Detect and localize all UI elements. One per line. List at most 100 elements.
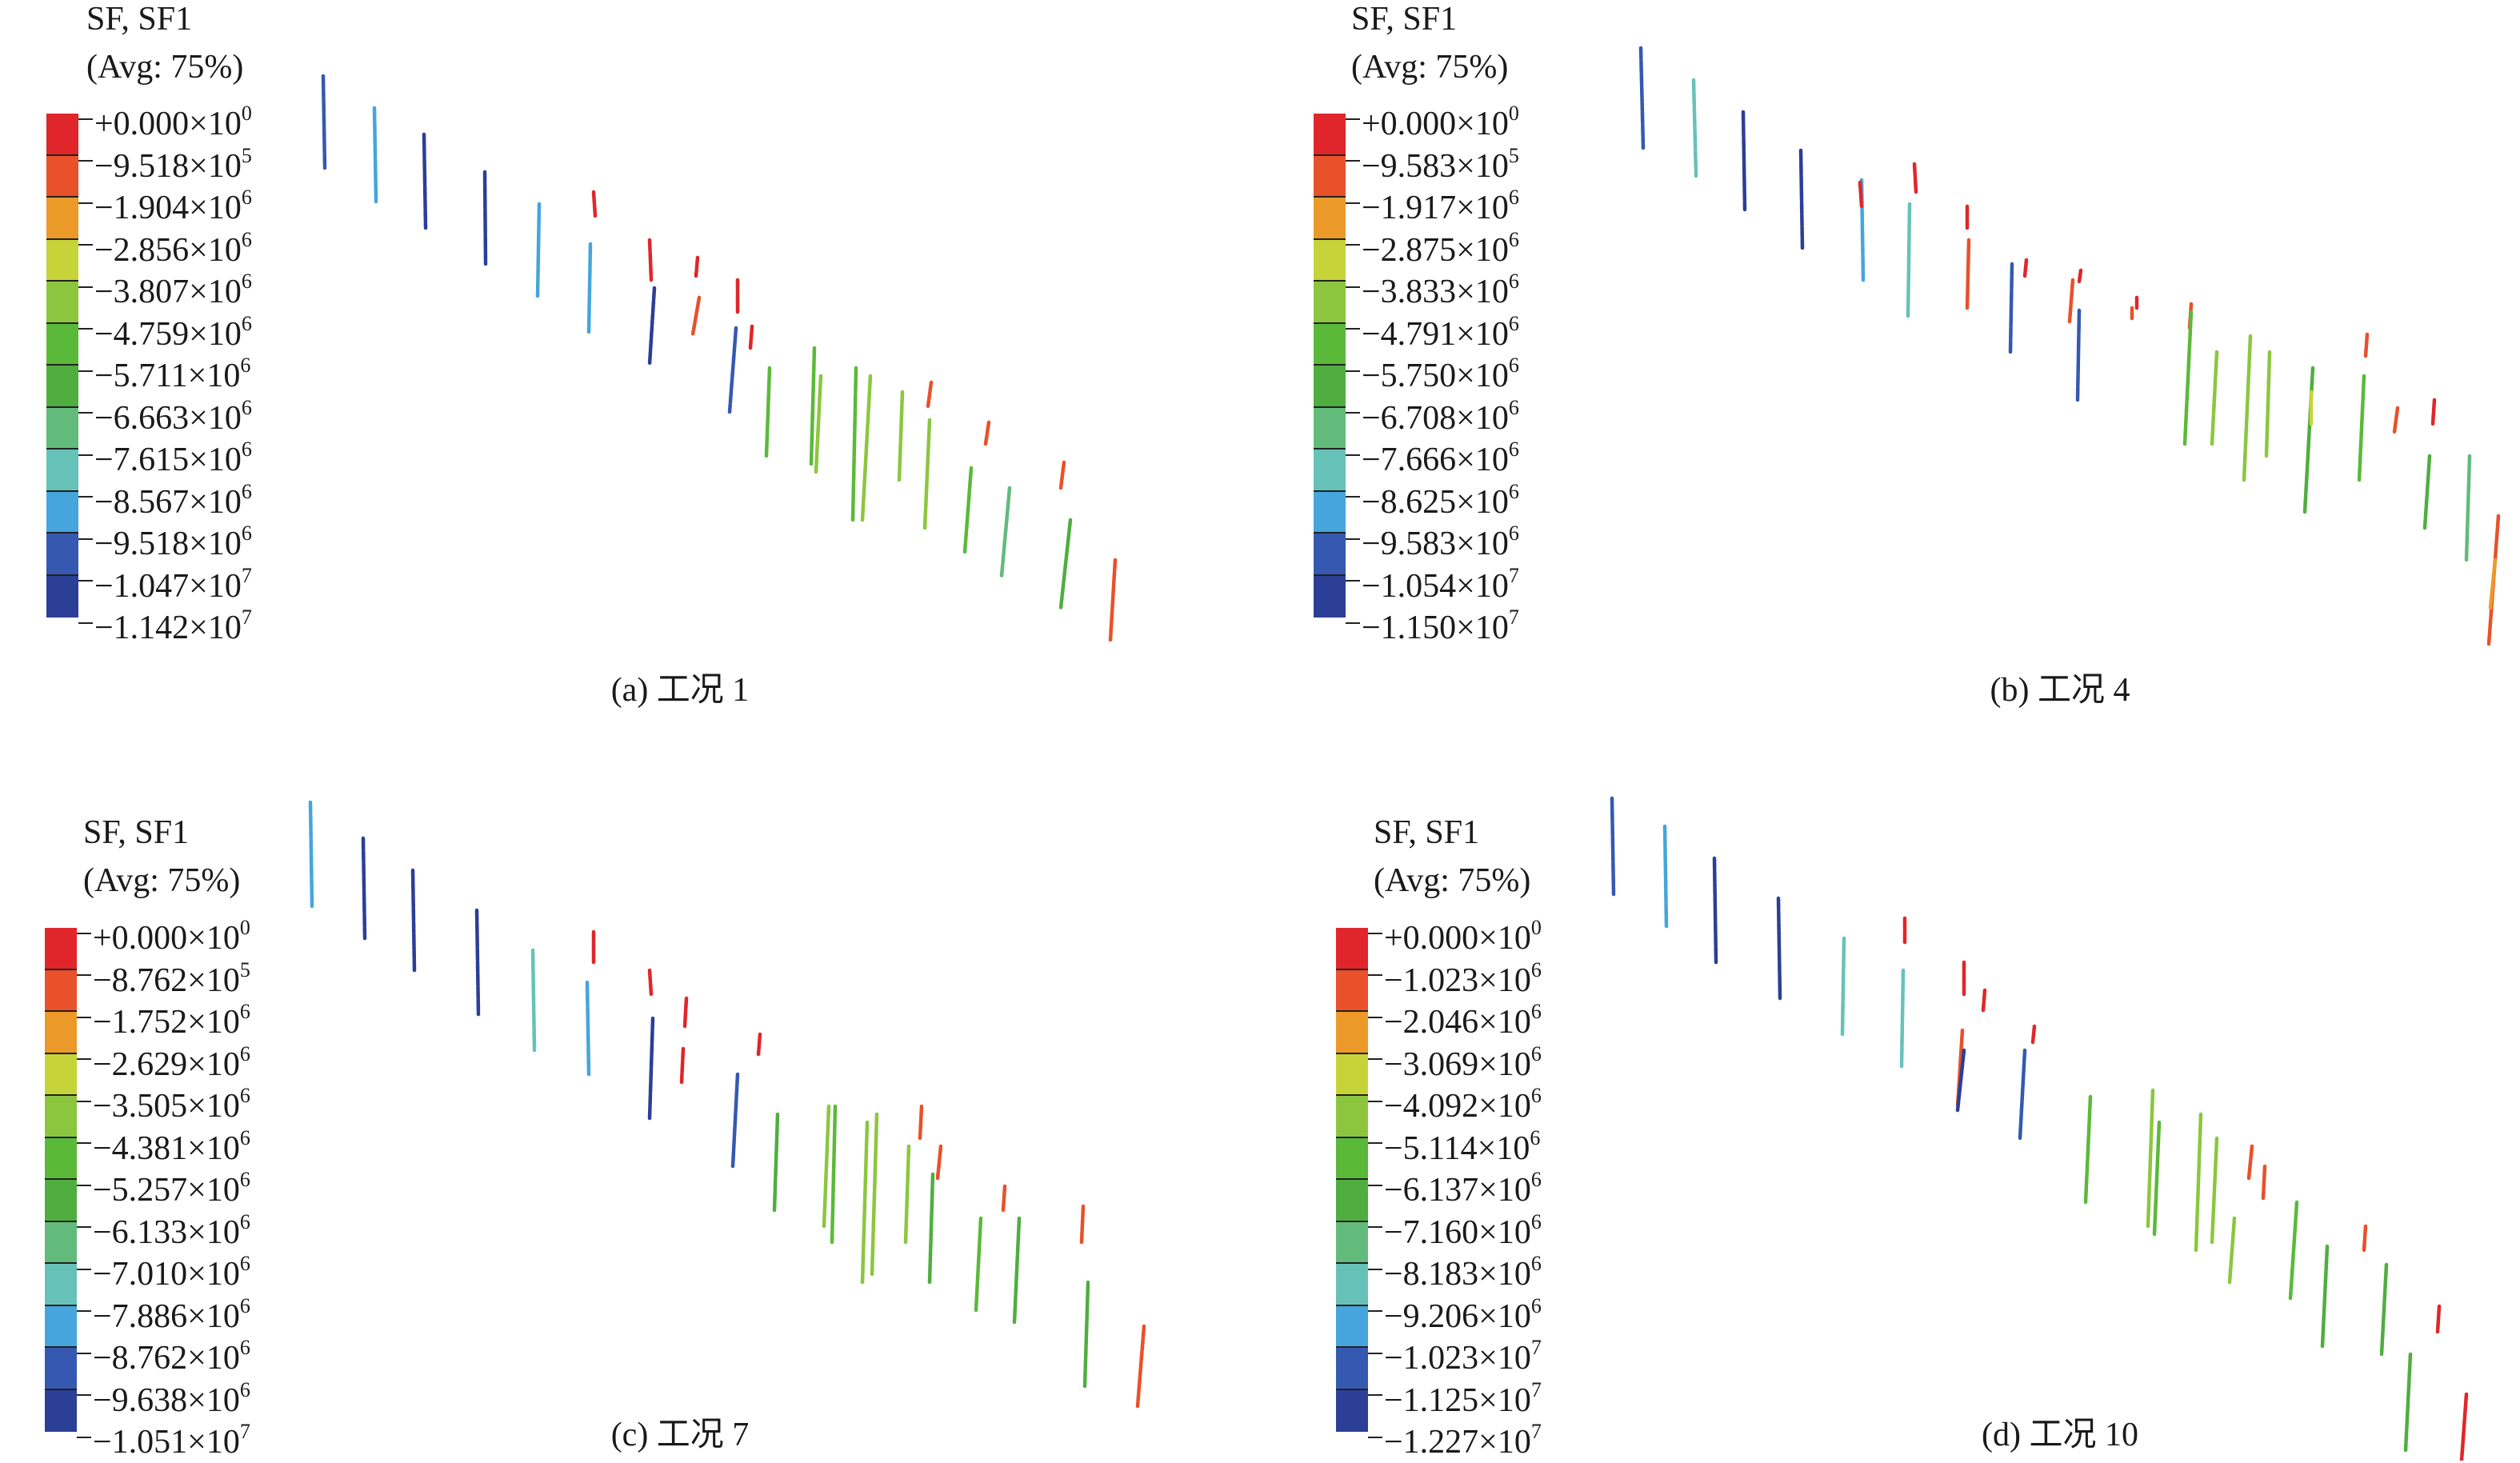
color-bar-tick: −1.917×106: [1346, 177, 1519, 226]
contour-panel-b: SF, SF1 (Avg: 75%) +0.000×100 −9.583×105−…: [1260, 0, 2520, 730]
color-bar-segment: [45, 1389, 77, 1432]
tick-mark: [1346, 412, 1360, 414]
tick-mark: [1346, 496, 1360, 498]
tick-label: −9.583×106: [1362, 522, 1519, 562]
tick-label: +0.000×100: [1362, 102, 1519, 142]
pile-element: [2403, 1352, 2413, 1453]
pile-element: [647, 238, 654, 282]
tick-mark: [78, 118, 93, 120]
color-bar-tick: −2.629×106: [77, 1033, 250, 1083]
color-bar-tick: −3.069×106: [1368, 1033, 1542, 1083]
color-bar: [46, 114, 78, 618]
tick-mark: [1368, 1352, 1382, 1354]
tick-label: +0.000×100: [1384, 916, 1542, 957]
pile-element: [647, 286, 657, 366]
tick-label: −9.518×106: [94, 522, 252, 562]
pile-element: [809, 346, 817, 466]
tick-mark: [78, 370, 93, 372]
tick-label: −1.054×107: [1362, 563, 1519, 605]
pile-element: [1610, 796, 1616, 897]
pile-element: [2435, 1304, 2442, 1334]
pile-element: [2030, 1024, 2037, 1045]
color-bar-segment: [1336, 1264, 1368, 1306]
color-bar-tick: −5.257×106: [77, 1159, 250, 1209]
pile-element: [482, 170, 488, 266]
color-bar-segment: [46, 239, 78, 282]
tick-mark: [1368, 1142, 1382, 1144]
tick-exponent: 6: [241, 522, 252, 545]
pile-element: [1079, 1204, 1086, 1245]
tick-exponent: 6: [1508, 227, 1519, 251]
tick-mark: [78, 286, 93, 288]
tick-mark: [78, 496, 93, 498]
pile-element: [535, 202, 542, 298]
color-bar-tick: −9.583×106: [1346, 513, 1519, 562]
pile-element: [2264, 350, 2272, 458]
panel-caption: (c) 工况 7: [610, 1417, 750, 1453]
panel-caption: (b) 工况 4: [1990, 672, 2130, 709]
pile-element: [2210, 350, 2219, 446]
pile-element: [1965, 238, 1971, 310]
tick-exponent: 7: [1508, 606, 1519, 629]
color-bar-tick: −1.227×107: [1368, 1411, 1542, 1461]
pile-element: [926, 380, 934, 409]
tick-mark: [1346, 538, 1360, 540]
tick-exponent: 6: [1508, 270, 1519, 293]
pile-element: [2227, 1216, 2237, 1285]
pile-element: [2077, 268, 2083, 284]
color-bar-tick: −1.054×107: [1346, 555, 1519, 605]
tick-label: −1.125×107: [1384, 1377, 1542, 1419]
pile-element: [830, 1104, 838, 1245]
tick-label: −3.069×106: [1384, 1041, 1542, 1083]
pile-element: [2210, 1136, 2219, 1245]
legend-title: SF, SF1 (Avg: 75%): [1351, 0, 1508, 91]
pile-element: [1798, 148, 1805, 250]
tick-exponent: 6: [239, 1209, 250, 1233]
color-bar-segment: [1314, 114, 1346, 156]
color-bar-segment: [1336, 1180, 1368, 1222]
tick-exponent: 0: [1530, 916, 1542, 939]
pile-element: [1858, 180, 1864, 209]
tick-label: −5.257×106: [93, 1168, 250, 1209]
tick-exponent: 6: [1530, 957, 1542, 981]
pile-element: [2357, 374, 2366, 482]
tick-mark: [78, 244, 93, 246]
color-bar-tick: −3.807×106: [78, 261, 252, 310]
color-bar-segment: [45, 1137, 77, 1180]
tick-mark: [1346, 622, 1360, 624]
legend-title: SF, SF1 (Avg: 75%): [1374, 809, 1530, 905]
pile-element: [1108, 558, 1118, 642]
tick-mark: [1346, 328, 1360, 330]
tick-exponent: 6: [241, 479, 252, 503]
color-bar-segment: [45, 1221, 77, 1264]
color-bar-segment: [1314, 282, 1346, 324]
pile-element: [922, 418, 932, 530]
legend-title: SF, SF1 (Avg: 75%): [86, 0, 243, 91]
pile-element: [927, 1172, 935, 1285]
tick-exponent: 6: [1530, 1000, 1542, 1023]
pile-element: [2194, 1112, 2203, 1253]
pile-element: [974, 1216, 983, 1313]
tick-mark: [1368, 1268, 1382, 1270]
pile-element: [918, 1104, 924, 1141]
color-bar-tick: −3.505×106: [77, 1075, 250, 1125]
color-bar-tick: −9.518×106: [78, 513, 252, 562]
color-bar-tick: −4.381×106: [77, 1117, 250, 1167]
tick-mark: [1346, 286, 1360, 288]
pile-element: [1741, 110, 1747, 212]
tick-exponent: 6: [239, 1252, 250, 1275]
color-bar-tick: −6.137×106: [1368, 1159, 1542, 1209]
pile-element: [850, 366, 858, 522]
tick-exponent: 7: [1508, 563, 1519, 587]
tick-mark: [1368, 1310, 1382, 1312]
pile-element: [690, 295, 702, 337]
tick-mark: [77, 1142, 91, 1144]
tick-label: −6.137×106: [1384, 1168, 1542, 1209]
pile-element: [2067, 278, 2075, 324]
tick-mark: [77, 1058, 91, 1060]
color-bar-tick: −2.875×106: [1346, 219, 1519, 269]
tick-label: −1.047×107: [94, 563, 252, 605]
structure-contour-plot: [308, 800, 1146, 1409]
tick-exponent: 6: [239, 1168, 250, 1191]
tick-mark: [78, 538, 93, 540]
